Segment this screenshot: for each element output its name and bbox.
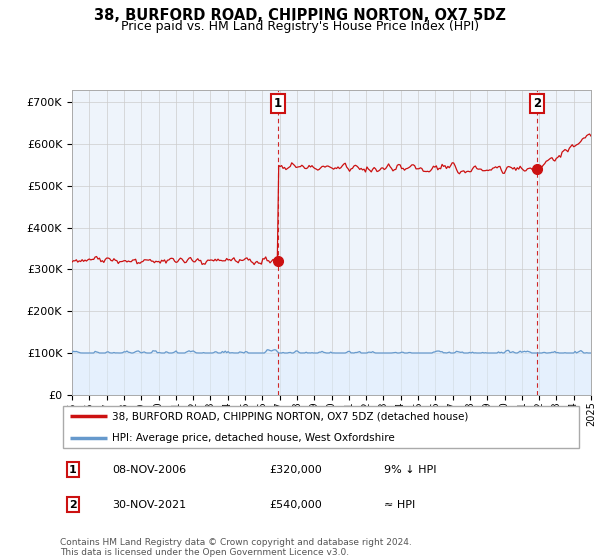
- Text: Price paid vs. HM Land Registry's House Price Index (HPI): Price paid vs. HM Land Registry's House …: [121, 20, 479, 32]
- Text: 1: 1: [274, 97, 282, 110]
- Text: 2: 2: [533, 97, 541, 110]
- Text: 30-NOV-2021: 30-NOV-2021: [112, 500, 187, 510]
- Text: HPI: Average price, detached house, West Oxfordshire: HPI: Average price, detached house, West…: [112, 433, 395, 443]
- Text: 2: 2: [69, 500, 77, 510]
- Text: 38, BURFORD ROAD, CHIPPING NORTON, OX7 5DZ (detached house): 38, BURFORD ROAD, CHIPPING NORTON, OX7 5…: [112, 411, 469, 421]
- Text: 38, BURFORD ROAD, CHIPPING NORTON, OX7 5DZ: 38, BURFORD ROAD, CHIPPING NORTON, OX7 5…: [94, 8, 506, 24]
- Text: 9% ↓ HPI: 9% ↓ HPI: [383, 465, 436, 475]
- Text: Contains HM Land Registry data © Crown copyright and database right 2024.
This d: Contains HM Land Registry data © Crown c…: [60, 538, 412, 557]
- Text: £540,000: £540,000: [269, 500, 322, 510]
- Text: £320,000: £320,000: [269, 465, 322, 475]
- Text: 1: 1: [69, 465, 77, 475]
- Text: 08-NOV-2006: 08-NOV-2006: [112, 465, 187, 475]
- FancyBboxPatch shape: [62, 405, 580, 449]
- Text: ≈ HPI: ≈ HPI: [383, 500, 415, 510]
